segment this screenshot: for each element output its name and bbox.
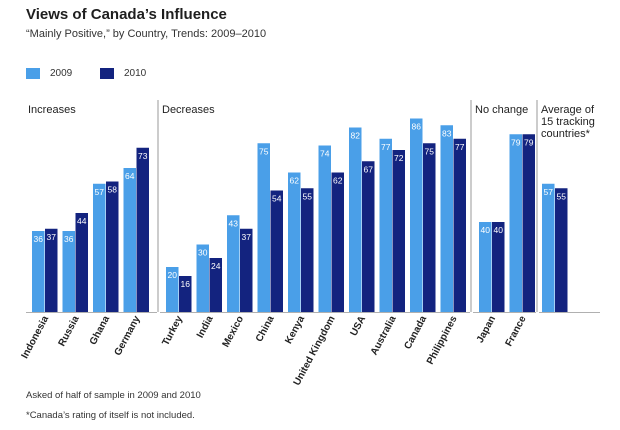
sample-note: Asked of half of sample in 2009 and 2010 <box>26 390 201 401</box>
data-label-2009-japan: 40 <box>481 225 491 235</box>
bar-2010-australia <box>392 150 405 312</box>
bar-2009-usa <box>349 127 362 312</box>
data-label-2010-united-kingdom: 62 <box>333 176 343 186</box>
data-label-2009-canada: 86 <box>412 122 422 132</box>
bar-2009-philippines <box>440 125 453 312</box>
chart-title: Views of Canada’s Influence <box>26 6 227 23</box>
bar-2009-canada <box>410 118 423 312</box>
data-label-2010-indonesia: 37 <box>47 232 57 242</box>
group-label-no-change: No change <box>475 104 528 116</box>
data-label-2010-usa: 67 <box>364 164 374 174</box>
legend-label-2010: 2010 <box>124 67 147 79</box>
data-label-2010-russia: 44 <box>77 216 87 226</box>
data-label-2009-kenya: 62 <box>290 176 300 186</box>
category-label-russia: Russia <box>57 314 82 349</box>
bar-2010-turkey <box>179 276 192 312</box>
category-label-kenya: Kenya <box>283 314 307 346</box>
data-label-2010-china: 54 <box>272 194 282 204</box>
category-label-germany: Germany <box>113 314 143 358</box>
bar-2009-average <box>542 183 555 312</box>
bar-2010-russia <box>75 213 88 312</box>
bar-2009-indonesia <box>32 231 45 312</box>
data-label-2010-germany: 73 <box>138 151 148 161</box>
data-label-2009-turkey: 20 <box>168 270 178 280</box>
bar-2009-russia <box>62 231 75 312</box>
data-label-2009-average: 57 <box>544 187 554 197</box>
data-label-2009-germany: 64 <box>125 171 135 181</box>
category-label-ghana: Ghana <box>88 314 113 347</box>
bar-2010-philippines <box>453 138 466 312</box>
category-label-usa: USA <box>349 314 369 338</box>
data-label-2009-philippines: 83 <box>442 128 452 138</box>
bar-2009-mexico <box>227 215 240 312</box>
data-label-2010-france: 79 <box>524 137 534 147</box>
data-label-2009-russia: 36 <box>64 234 74 244</box>
category-label-turkey: Turkey <box>160 314 185 348</box>
group-label-average-of-15-tracking-countries: Average of 15 tracking countries* <box>541 104 595 140</box>
data-label-2010-australia: 72 <box>394 153 404 163</box>
bar-2010-united-kingdom <box>331 172 344 312</box>
data-label-2009-australia: 77 <box>381 142 391 152</box>
bar-2010-usa <box>362 161 375 312</box>
legend-item-2010: 2010 <box>100 66 146 80</box>
bar-2010-france <box>522 134 535 312</box>
bar-2010-average <box>555 188 568 312</box>
bar-2009-turkey <box>166 267 179 312</box>
bar-2010-mexico <box>240 228 253 312</box>
data-label-2009-india: 30 <box>198 248 208 258</box>
bar-2009-united-kingdom <box>318 145 331 312</box>
data-label-2010-canada: 75 <box>425 146 435 156</box>
legend-label-2009: 2009 <box>50 67 73 79</box>
data-label-2010-mexico: 37 <box>242 232 252 242</box>
bar-2009-japan <box>479 222 492 312</box>
bar-2010-ghana <box>106 181 119 312</box>
category-label-china: China <box>254 314 277 344</box>
bar-2010-china <box>270 190 283 312</box>
bar-2009-australia <box>379 138 392 312</box>
bar-2009-india <box>196 244 209 312</box>
data-label-2010-india: 24 <box>211 261 221 271</box>
category-label-canada: Canada <box>402 314 429 351</box>
data-label-2009-united-kingdom: 74 <box>320 149 330 159</box>
group-label-decreases: Decreases <box>162 104 215 116</box>
bar-2010-india <box>209 258 222 312</box>
category-label-indonesia: Indonesia <box>20 314 52 361</box>
category-label-philippines: Philippines <box>425 314 460 367</box>
legend-item-2009: 2009 <box>26 66 72 80</box>
group-label-increases: Increases <box>28 104 76 116</box>
footnote: *Canada’s rating of itself is not includ… <box>26 410 195 421</box>
legend-swatch-2010 <box>100 67 114 79</box>
data-label-2010-average: 55 <box>557 191 567 201</box>
data-label-2010-turkey: 16 <box>181 279 191 289</box>
bar-2009-ghana <box>93 183 106 312</box>
bar-2009-china <box>257 143 270 312</box>
data-label-2010-philippines: 77 <box>455 142 465 152</box>
data-label-2010-japan: 40 <box>494 225 504 235</box>
data-label-2010-ghana: 58 <box>108 185 118 195</box>
bar-2009-germany <box>123 168 136 312</box>
category-label-australia: Australia <box>369 314 399 357</box>
bar-2010-indonesia <box>45 228 58 312</box>
data-label-2009-china: 75 <box>259 146 269 156</box>
data-label-2010-kenya: 55 <box>303 191 313 201</box>
data-label-2009-ghana: 57 <box>95 187 105 197</box>
category-label-japan: Japan <box>475 314 498 345</box>
category-label-france: France <box>504 314 529 349</box>
data-label-2009-usa: 82 <box>351 131 361 141</box>
bar-2010-canada <box>423 143 436 312</box>
data-label-2009-indonesia: 36 <box>34 234 44 244</box>
legend-swatch-2009 <box>26 67 40 79</box>
bar-2009-kenya <box>288 172 301 312</box>
data-label-2009-mexico: 43 <box>229 218 239 228</box>
bar-2010-germany <box>136 147 149 312</box>
category-label-mexico: Mexico <box>221 314 247 349</box>
category-label-india: India <box>195 314 216 340</box>
bar-2010-kenya <box>301 188 314 312</box>
bar-2009-france <box>509 134 522 312</box>
bar-2010-japan <box>492 222 505 312</box>
chart-subtitle: “Mainly Positive,” by Country, Trends: 2… <box>26 28 267 40</box>
data-label-2009-france: 79 <box>511 137 521 147</box>
